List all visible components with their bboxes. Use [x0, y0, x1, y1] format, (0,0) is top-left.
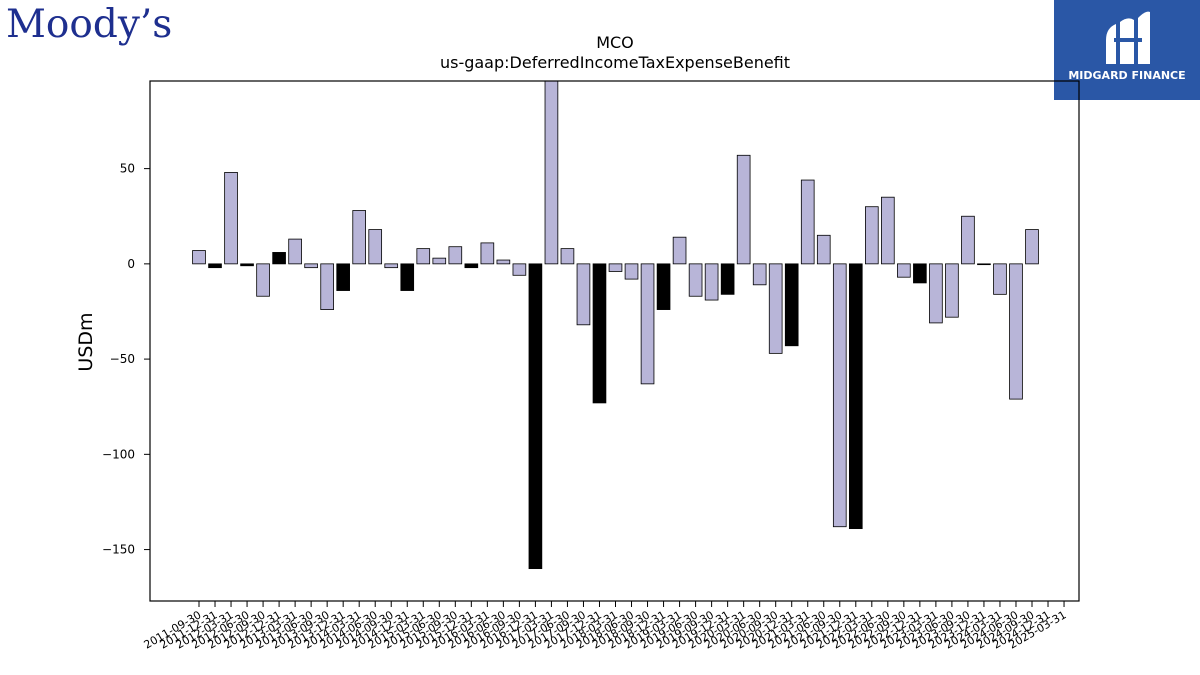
bar-2012-12-31 [272, 252, 286, 265]
chart-subtitle: us-gaap:DeferredIncomeTaxExpenseBenefit [440, 53, 790, 72]
bar-2015-03-31 [416, 248, 431, 265]
bar-2024-06-30 [1009, 263, 1023, 400]
bar-2019-12-31 [720, 263, 735, 295]
bar-2021-12-31 [848, 263, 863, 530]
bar-2017-03-31 [544, 80, 559, 265]
y-tick-label: −150 [102, 543, 135, 557]
bar-2014-12-31 [400, 263, 415, 291]
bar-2011-12-31 [208, 263, 222, 269]
bars-group [192, 80, 1039, 570]
bar-2014-03-31 [352, 210, 366, 265]
x-axis: 2011-09-302011-12-312012-03-312012-06-30… [142, 601, 1069, 652]
y-tick-label: 0 [127, 257, 135, 271]
y-tick-label: 50 [120, 162, 135, 176]
bar-2021-09-30 [832, 263, 847, 528]
y-tick-label: −100 [102, 447, 135, 461]
bar-2016-12-31 [528, 263, 543, 570]
bar-2012-03-31 [224, 172, 238, 265]
bar-2020-12-31 [784, 263, 799, 347]
bar-2012-06-30 [240, 263, 254, 267]
bar-2014-06-30 [368, 229, 383, 265]
bar-2022-03-31 [865, 206, 879, 265]
bar-2012-09-30 [256, 263, 270, 297]
bar-2013-03-31 [288, 238, 302, 265]
bar-2016-06-30 [496, 259, 511, 265]
bar-2019-06-30 [688, 263, 703, 297]
bar-2022-12-31 [913, 263, 927, 284]
bar-2018-06-30 [624, 263, 639, 280]
bar-2021-06-30 [816, 234, 831, 265]
y-tick-label: −50 [110, 352, 135, 366]
bar-2020-03-31 [736, 154, 751, 265]
bar-2022-06-30 [881, 196, 895, 265]
bar-2015-06-30 [432, 257, 447, 265]
bar-2023-12-31 [977, 263, 991, 266]
bar-2019-03-31 [672, 236, 687, 265]
bar-2023-09-30 [961, 215, 975, 265]
bar-2015-09-30 [448, 246, 463, 265]
midgard-emblem-icon [1106, 11, 1150, 65]
bar-2015-12-31 [464, 263, 479, 269]
bar-2017-06-30 [560, 248, 575, 265]
bar-2020-09-30 [768, 263, 783, 354]
midgard-finance-logo: MIDGARD FINANCE [1054, 0, 1200, 100]
bar-2024-03-31 [993, 263, 1007, 295]
bar-2017-09-30 [576, 263, 591, 326]
bar-2023-03-31 [929, 263, 943, 324]
bar-2023-06-30 [945, 263, 959, 318]
bar-2019-09-30 [704, 263, 719, 301]
bar-2013-06-30 [304, 263, 318, 269]
bar-2020-06-30 [752, 263, 767, 286]
bar-2016-03-31 [480, 242, 495, 265]
plot-frame [149, 80, 1080, 602]
y-axis-label: USDm [75, 312, 97, 371]
bar-2018-09-30 [640, 263, 655, 385]
bar-2018-12-31 [656, 263, 671, 310]
midgard-finance-label: MIDGARD FINANCE [1068, 69, 1186, 82]
bar-2017-12-31 [592, 263, 607, 404]
bar-2024-09-30 [1025, 229, 1039, 265]
bar-2021-03-31 [800, 179, 815, 265]
bar-2014-09-30 [384, 263, 399, 269]
y-axis: 50 0 −50 −100 −150 [102, 162, 150, 557]
chart-title: MCO [596, 33, 634, 52]
bar-2013-09-30 [320, 263, 334, 310]
bar-2011-09-30 [192, 250, 206, 265]
moodys-logo: Moody’s [6, 2, 173, 47]
bar-2016-09-30 [512, 263, 527, 276]
bar-2013-12-31 [336, 263, 350, 291]
bar-2018-03-31 [608, 263, 623, 272]
bar-2022-09-30 [897, 263, 911, 278]
